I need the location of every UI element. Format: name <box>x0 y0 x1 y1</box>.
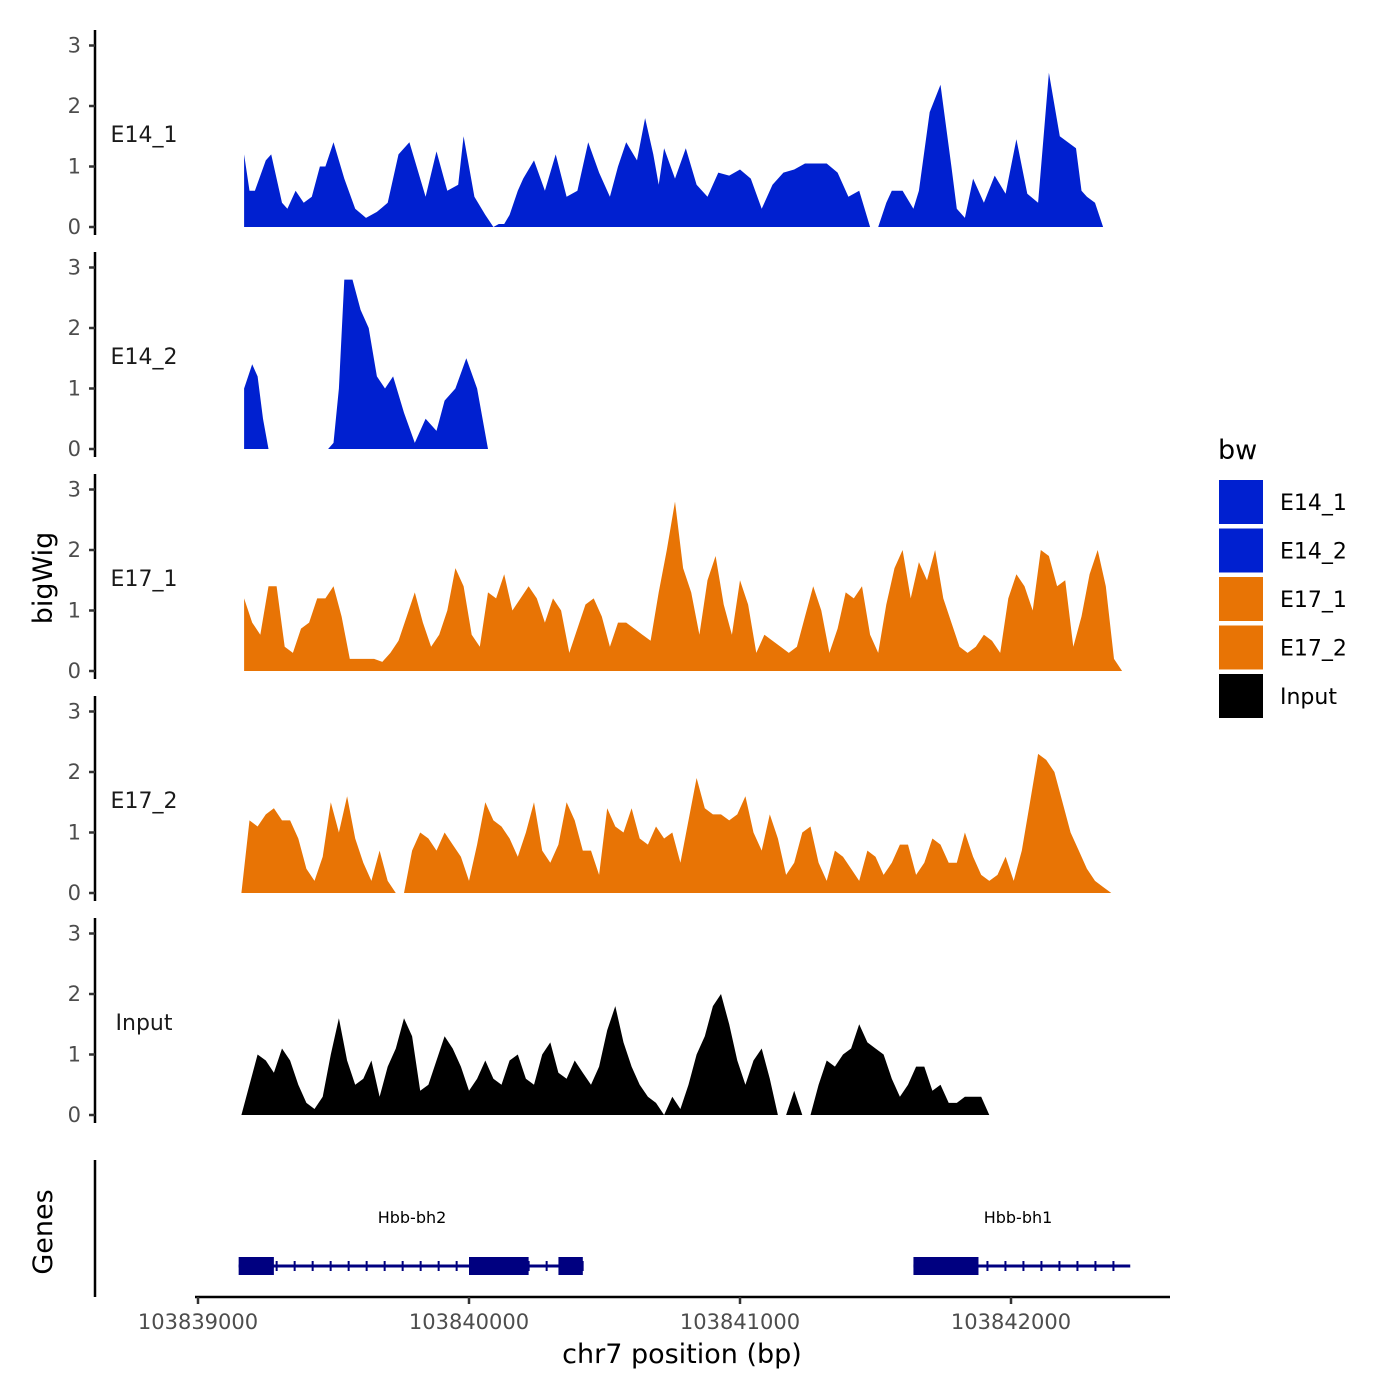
gene-hbb-bh2: Hbb-bh2 <box>238 1208 584 1275</box>
y-axis-title: bigWig <box>28 532 59 625</box>
track-e17-1: 0 1 2 3 E17_1 <box>68 474 1123 683</box>
y-tick-label: 0 <box>68 215 81 239</box>
y-tick-label: 0 <box>68 437 81 461</box>
legend-swatch <box>1219 577 1263 621</box>
x-axis: 103839000 103840000 103841000 103842000 <box>138 1295 1170 1334</box>
track-label: E14_1 <box>111 123 178 148</box>
x-tick-label: 103839000 <box>138 1310 258 1334</box>
y-tick-label: 1 <box>68 599 81 623</box>
y-tick-label: 3 <box>68 478 81 502</box>
legend-label: E17_1 <box>1280 588 1347 613</box>
y-tick-label: 0 <box>68 1103 81 1127</box>
legend-swatch <box>1219 674 1263 718</box>
track-e17-2: 0 1 2 3 E17_2 <box>68 696 1125 905</box>
y-tick-label: 2 <box>68 982 81 1006</box>
y-tick-label: 1 <box>68 821 81 845</box>
track-label: E17_1 <box>111 567 178 592</box>
y-tick-label: 1 <box>68 1043 81 1067</box>
legend: bw E14_1 E14_2 E17_1 E17_2 Input <box>1218 435 1347 718</box>
genes-track: Hbb-bh2 Hbb-bh1 <box>93 1160 1131 1297</box>
gene-exon <box>558 1257 583 1275</box>
legend-item-e14-2: E14_2 <box>1219 528 1347 573</box>
x-tick-label: 103841000 <box>680 1310 800 1334</box>
y-tick-label: 2 <box>68 316 81 340</box>
gene-label: Hbb-bh2 <box>378 1208 447 1227</box>
y-tick-label: 3 <box>68 34 81 58</box>
y-tick-label: 3 <box>68 700 81 724</box>
track-e14-2: 0 1 2 3 E14_2 <box>68 252 1123 461</box>
legend-label: Input <box>1280 685 1337 710</box>
signal-area-e14-2 <box>244 279 1123 449</box>
x-tick-label: 103840000 <box>409 1310 529 1334</box>
legend-item-e17-2: E17_2 <box>1219 625 1347 670</box>
y-tick-label: 3 <box>68 922 81 946</box>
signal-area-e17-2 <box>241 753 1125 893</box>
legend-swatch <box>1219 625 1263 670</box>
gene-exon <box>469 1257 529 1275</box>
y-tick-label: 2 <box>68 538 81 562</box>
legend-label: E17_2 <box>1280 637 1347 662</box>
y-tick-label: 2 <box>68 94 81 118</box>
y-tick-label: 0 <box>68 881 81 905</box>
genes-track-title: Genes <box>28 1189 59 1274</box>
legend-swatch <box>1219 480 1263 524</box>
gene-exon <box>238 1257 274 1275</box>
track-label: Input <box>116 1011 173 1036</box>
signal-area-e14-1 <box>244 72 1123 227</box>
x-tick-label: 103842000 <box>951 1310 1071 1334</box>
gene-hbb-bh1: Hbb-bh1 <box>913 1208 1131 1275</box>
x-axis-title: chr7 position (bp) <box>562 1339 802 1370</box>
legend-item-input: Input <box>1219 674 1337 718</box>
track-label: E17_2 <box>111 789 178 814</box>
legend-title: bw <box>1218 435 1257 466</box>
y-tick-label: 0 <box>68 659 81 683</box>
legend-label: E14_2 <box>1280 540 1347 565</box>
track-input: 0 1 2 3 Input <box>68 918 1125 1127</box>
legend-label: E14_1 <box>1280 491 1347 516</box>
track-e14-1: 0 1 2 3 E14_1 <box>68 30 1123 239</box>
track-label: E14_2 <box>111 345 178 370</box>
y-tick-label: 1 <box>68 155 81 179</box>
signal-area-e17-1 <box>244 501 1123 671</box>
legend-swatch <box>1219 528 1263 573</box>
legend-item-e17-1: E17_1 <box>1219 577 1347 621</box>
signal-area-input <box>241 994 1125 1115</box>
y-tick-label: 1 <box>68 377 81 401</box>
gene-label: Hbb-bh1 <box>984 1208 1053 1227</box>
legend-items: E14_1 E14_2 E17_1 E17_2 Input <box>1219 480 1347 718</box>
y-tick-label: 3 <box>68 256 81 280</box>
y-tick-label: 2 <box>68 760 81 784</box>
signal-tracks: 0 1 2 3 E14_1 0 1 2 3 E14_2 0 1 2 3 E17_1 0 1 2 3 E17_2 0 1 2 3… <box>68 30 1125 1127</box>
legend-item-e14-1: E14_1 <box>1219 480 1347 524</box>
gene-exon <box>913 1257 979 1275</box>
